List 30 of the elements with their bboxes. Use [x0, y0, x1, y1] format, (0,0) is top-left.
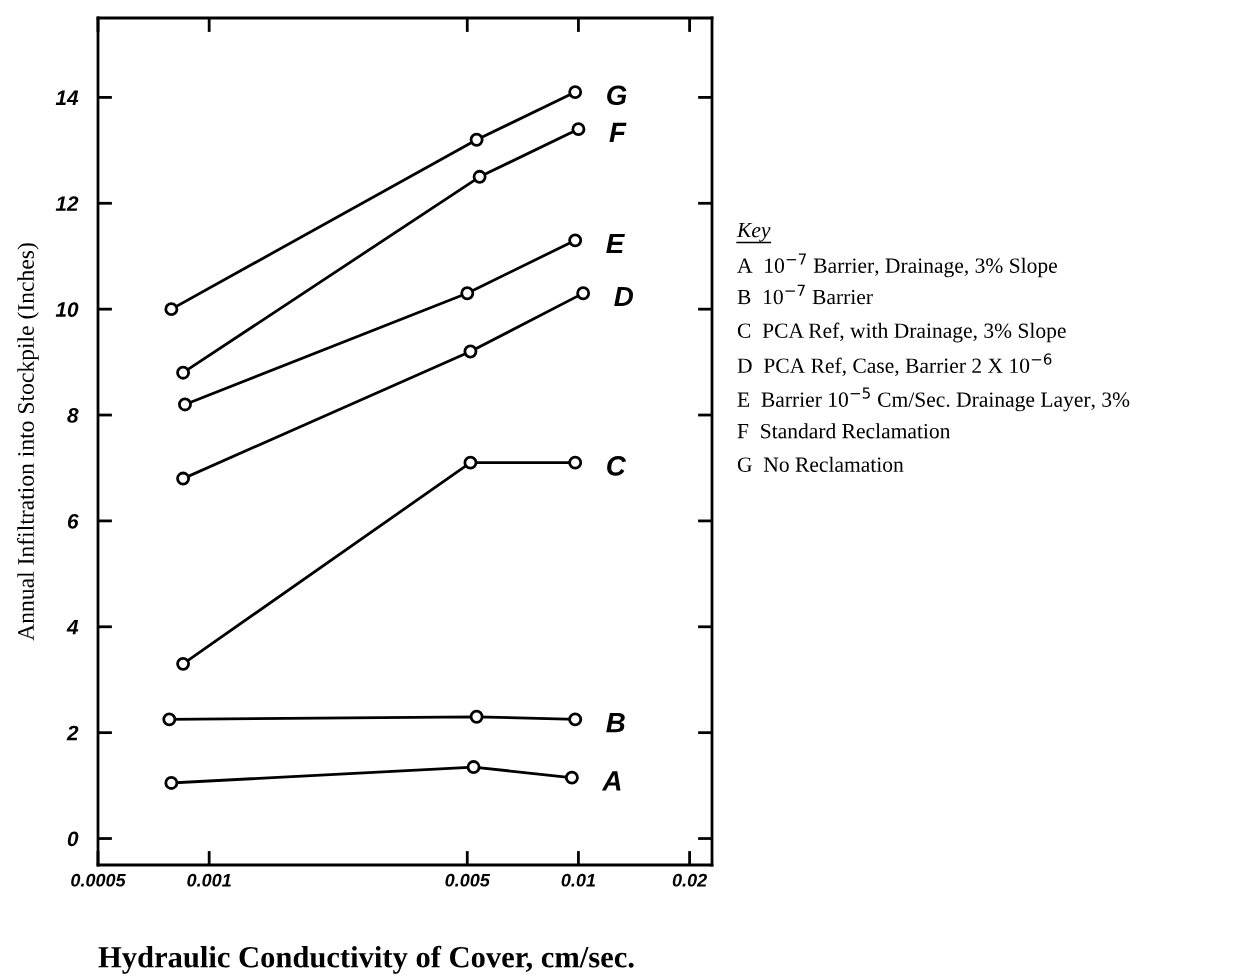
y-tick-label: 2 — [66, 725, 79, 741]
y-tick-label: 6 — [67, 513, 79, 529]
series-label: B — [606, 713, 625, 733]
x-tick-label: 0.001 — [187, 873, 231, 887]
y-tick-label: 12 — [55, 196, 79, 211]
x-axis-title: Hydraulic Conductivity of Cover, cm/sec. — [98, 945, 634, 974]
x-tick-label: 0.02 — [672, 873, 707, 887]
text: F Standard Reclamation — [737, 423, 951, 439]
text: E Barrier 10$^{−5}$ Cm/Sec. Drainage Layer, 3% — [737, 387, 1130, 412]
x-tick-label: 0.01 — [561, 873, 596, 887]
text: D PCA Ref, Case, Barrier 2 X 10$^{−6}$ — [737, 353, 1052, 377]
text: Key — [736, 223, 771, 242]
y-tick-label: 14 — [55, 90, 79, 105]
y-axis-title: Annual Infiltration into Stockpile (Inches) — [17, 243, 39, 641]
series-label: E — [606, 233, 625, 254]
series-label: C — [607, 456, 627, 476]
legend-label: D — [614, 286, 633, 307]
text: A 10$^{−7}$ Barrier, Drainage, 3% Slope — [737, 253, 1057, 278]
series-label: G — [607, 85, 627, 106]
text: C PCA Ref, with Drainage, 3% Slope — [737, 322, 1066, 343]
y-tick-label: 8 — [67, 408, 79, 423]
x-tick-label: 0.0005 — [71, 873, 126, 887]
text: G No Reclamation — [737, 456, 904, 472]
y-tick-label: 10 — [55, 302, 79, 317]
series-label: F — [609, 122, 627, 142]
y-tick-label: 4 — [66, 620, 79, 635]
x-tick-label: 0.005 — [445, 873, 491, 887]
series-label: A — [601, 771, 621, 791]
text: B 10$^{−7}$ Barrier — [737, 284, 873, 305]
y-tick-label: 0 — [67, 831, 79, 847]
